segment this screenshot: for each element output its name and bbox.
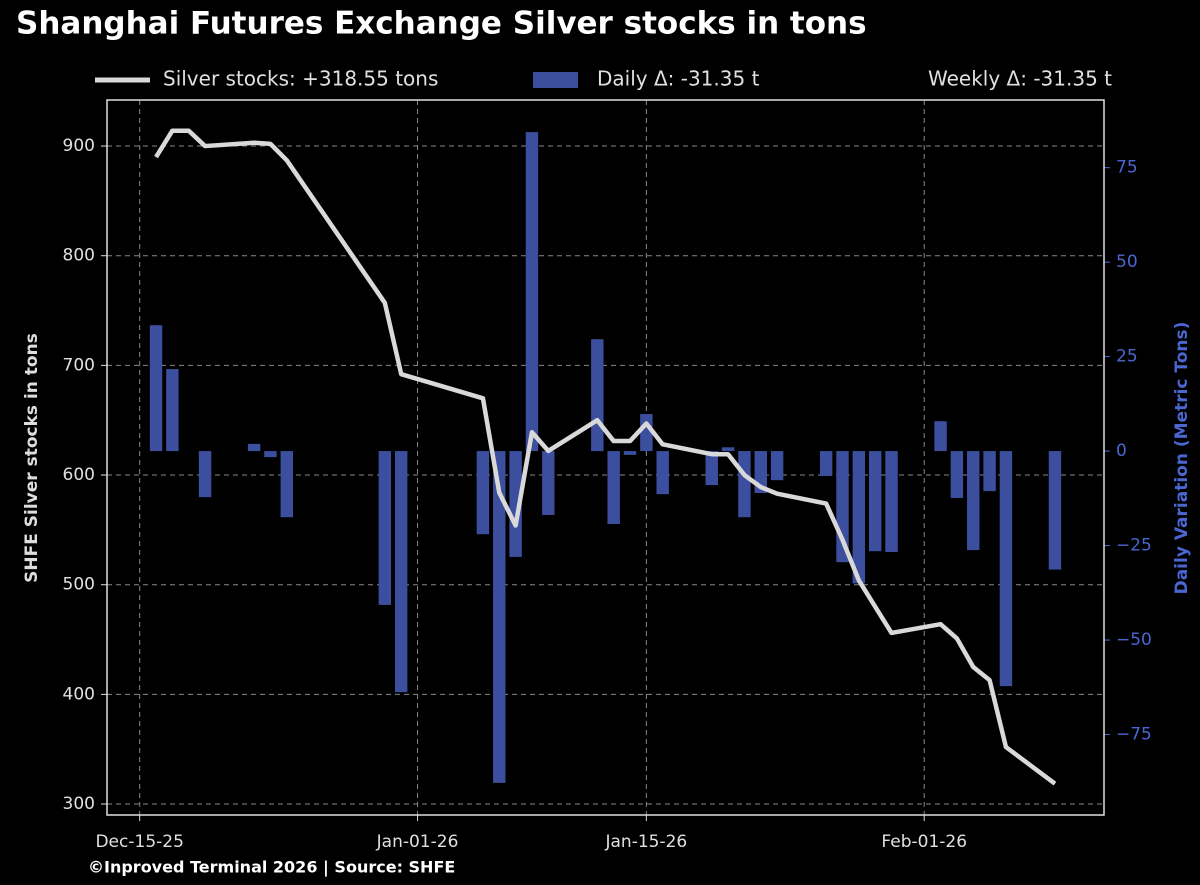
y2-tick-label: 50 [1116,252,1138,272]
bar [607,451,620,525]
bar [591,339,604,452]
x-tick-label: Dec-15-25 [95,832,183,852]
line [154,128,1057,786]
bar [950,451,964,498]
bar [885,451,898,552]
legend-label: Daily Δ: -31.35 t [597,67,760,91]
legend-swatch [533,72,578,88]
y-tick-label: 500 [63,575,95,595]
x-tick-label: Jan-15-26 [604,832,687,852]
y2-tick-label: −75 [1116,725,1152,745]
bar [640,414,653,452]
bar [868,451,882,552]
y2-tick-label: 75 [1116,158,1138,178]
y-tick-label: 300 [63,794,95,814]
x-tick-label: Feb-01-26 [881,832,967,852]
bar [934,421,947,452]
bar [738,451,751,518]
bar [509,451,522,557]
y-axis-label: SHFE Silver stocks in tons [22,333,42,583]
x-tick-label: Jan-01-26 [376,832,459,852]
y2-tick-label: −50 [1116,630,1152,650]
bar [394,451,408,693]
y2-axis-label: Daily Variation (Metric Tons) [1172,322,1192,595]
bar [378,451,392,605]
bar [280,451,293,518]
bar [149,325,163,452]
y-tick-label: 800 [63,246,95,266]
bar [247,443,261,452]
y-tick-label: 600 [63,465,95,485]
bar [656,451,669,495]
bar [542,451,555,515]
source: ©Inproved Terminal 2026 | Source: SHFE [88,858,455,878]
bar [819,451,833,477]
bar [999,451,1013,687]
bar [493,451,506,783]
bar [166,369,179,452]
y2-tick-label: −25 [1116,536,1152,556]
bar [525,132,539,452]
legend-annotation: Weekly Δ: -31.35 t [928,67,1112,91]
bar [198,451,212,498]
y-tick-label: 400 [63,684,95,704]
bar [264,451,277,458]
bar [1048,451,1062,570]
y2-tick-label: 0 [1116,441,1127,461]
bar [770,451,784,481]
bar [623,451,637,455]
legend-label: Silver stocks: +318.55 tons [163,67,438,91]
y2-tick-label: 25 [1116,347,1138,367]
bar [983,451,996,492]
bar [476,451,490,535]
y-tick-label: 900 [63,136,95,156]
bar [705,451,718,486]
bar [852,451,866,584]
bar [721,447,735,452]
bar [967,451,980,551]
y-tick-label: 700 [63,355,95,375]
plot-frame [106,99,1105,816]
chart-title: Shanghai Futures Exchange Silver stocks … [16,6,867,42]
